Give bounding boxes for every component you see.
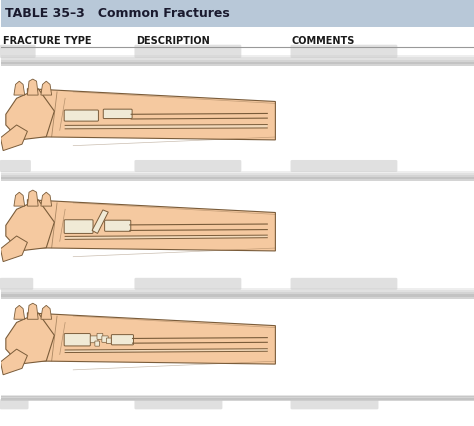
FancyBboxPatch shape [90,336,98,343]
Bar [1,295,474,297]
Text: FRACTURE TYPE: FRACTURE TYPE [3,35,92,46]
Bar [1,56,474,58]
Polygon shape [0,126,27,151]
Polygon shape [27,191,38,207]
Polygon shape [0,349,27,375]
Bar [1,173,474,176]
FancyBboxPatch shape [291,278,397,290]
FancyBboxPatch shape [291,399,378,409]
Polygon shape [65,349,267,353]
FancyBboxPatch shape [103,110,132,119]
Bar [1,293,474,295]
Polygon shape [27,313,275,364]
FancyBboxPatch shape [97,334,103,340]
FancyBboxPatch shape [105,221,131,232]
Polygon shape [14,193,25,207]
FancyBboxPatch shape [291,46,397,59]
Bar [1,60,474,63]
FancyBboxPatch shape [111,335,134,345]
Bar [1,396,474,398]
Bar [1,180,474,182]
Polygon shape [27,89,275,141]
FancyBboxPatch shape [0,278,33,290]
Polygon shape [6,200,55,251]
Bar [1,58,474,60]
FancyBboxPatch shape [135,161,241,173]
Bar [1,395,474,397]
FancyBboxPatch shape [107,338,112,344]
Polygon shape [92,210,108,234]
Bar [1,178,474,180]
Text: TABLE 35–3   Common Fractures: TABLE 35–3 Common Fractures [5,7,229,20]
FancyBboxPatch shape [0,399,28,409]
FancyBboxPatch shape [102,336,108,343]
FancyBboxPatch shape [95,341,100,346]
FancyBboxPatch shape [135,278,241,290]
Bar [1,297,474,299]
Text: COMMENTS: COMMENTS [292,35,356,46]
Bar [1,65,474,67]
FancyBboxPatch shape [64,111,99,122]
Bar [1,398,474,400]
Polygon shape [14,306,25,320]
FancyBboxPatch shape [1,0,474,28]
FancyBboxPatch shape [135,46,241,59]
Polygon shape [65,125,267,130]
Polygon shape [27,303,38,320]
Polygon shape [0,236,27,262]
Polygon shape [27,200,275,251]
Polygon shape [14,82,25,96]
Polygon shape [6,313,55,364]
Polygon shape [41,306,52,320]
FancyBboxPatch shape [64,334,91,346]
Bar [1,400,474,401]
Bar [1,176,474,178]
Polygon shape [41,193,52,207]
FancyBboxPatch shape [135,399,222,409]
FancyBboxPatch shape [291,161,397,173]
Polygon shape [6,89,55,141]
Polygon shape [41,82,52,96]
Bar [1,171,474,173]
Text: DESCRIPTION: DESCRIPTION [136,35,210,46]
Bar [1,291,474,293]
FancyBboxPatch shape [0,46,36,59]
Polygon shape [65,236,267,240]
Bar [1,288,474,291]
Bar [1,63,474,65]
FancyBboxPatch shape [64,220,93,234]
FancyBboxPatch shape [0,161,31,173]
Polygon shape [27,80,38,96]
